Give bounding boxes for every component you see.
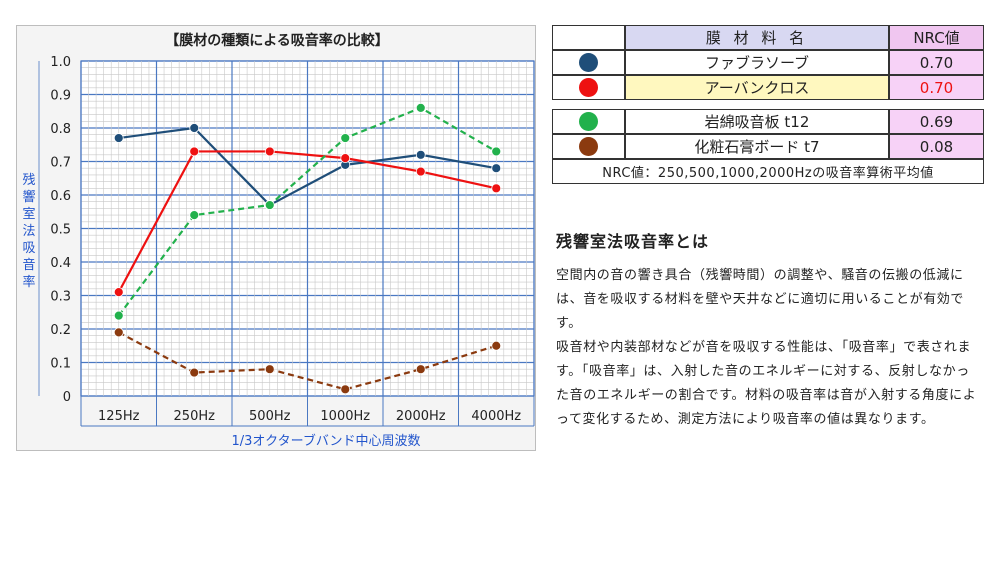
header-nrc: NRC値 (889, 25, 984, 50)
x-tick-label: 125Hz (98, 409, 140, 424)
series-line (118, 331, 497, 391)
y-axis-label-char: 率 (22, 274, 35, 290)
x-tick-labels: 125Hz 250Hz 500Hz 1000Hz 2000Hz 4000Hz (98, 409, 521, 424)
section-title: 残響室法吸音率とは (556, 232, 710, 251)
chart-panel: 【膜材の種類による吸音率の比較】 残響室法吸音率 1.0 0.9 0.8 0.7 0.6… (16, 25, 536, 451)
x-axis-label: 1/3オクターブバンド中心周波数 (231, 433, 420, 449)
y-tick-label: 0 (63, 390, 71, 405)
data-point (189, 146, 200, 157)
y-tick-label: 0.1 (50, 357, 71, 372)
legend-marker-cell (552, 134, 625, 159)
nrc-table: 膜 材 料 名 NRC値 ファブラソーブ 0.70 アーバンクロス 0.70 岩綿吸音… (552, 25, 984, 184)
table-group-a: ファブラソーブ 0.70 アーバンクロス 0.70 (552, 50, 984, 100)
series-layer (113, 103, 502, 395)
legend-marker-cell (552, 75, 625, 100)
y-tick-label: 0.4 (50, 256, 71, 271)
data-point (340, 133, 351, 143)
legend-marker-cell (552, 50, 625, 75)
data-point (415, 149, 426, 160)
data-point (113, 133, 124, 143)
y-axis-label-char: 響 (22, 189, 35, 205)
table-header-row: 膜 材 料 名 NRC値 (552, 25, 984, 50)
x-tick-label: 2000Hz (396, 409, 446, 424)
data-point (415, 364, 426, 375)
data-point (491, 163, 502, 174)
series-2 (113, 103, 502, 321)
table-row: 岩綿吸音板 t12 0.69 (552, 109, 984, 134)
legend-dot-icon (579, 137, 598, 156)
y-tick-label: 0.7 (50, 156, 71, 171)
y-tick-label: 0.9 (50, 89, 71, 104)
material-name: 化粧石膏ボード t7 (625, 134, 889, 159)
table-group-b: 岩綿吸音板 t12 0.69 化粧石膏ボード t7 0.08 (552, 109, 984, 159)
legend-dot-icon (579, 112, 598, 131)
data-point (113, 310, 124, 321)
legend-dot-icon (579, 78, 598, 97)
nrc-value: 0.70 (889, 50, 984, 75)
y-tick-label: 0.2 (50, 323, 71, 338)
data-point (264, 200, 275, 210)
table-row: 化粧石膏ボード t7 0.08 (552, 134, 984, 159)
series-1 (113, 146, 502, 298)
data-point (415, 166, 426, 177)
nrc-value: 0.08 (889, 134, 984, 159)
data-point (415, 103, 426, 113)
x-tick-label: 500Hz (249, 409, 291, 424)
y-tick-label: 0.3 (50, 290, 71, 305)
y-tick-labels: 1.0 0.9 0.8 0.7 0.6 0.5 0.4 0.3 0.2 0.1 0 (50, 55, 71, 405)
y-axis-label-char: 吸 (22, 241, 35, 256)
data-point (189, 367, 200, 378)
data-point (264, 146, 275, 157)
y-tick-label: 0.6 (50, 189, 71, 204)
grid-layer (38, 60, 535, 427)
nrc-note: NRC値：250,500,1000,2000Hzの吸音率算術平均値 (552, 159, 984, 184)
x-tick-label: 4000Hz (471, 409, 521, 424)
series-3 (113, 327, 502, 395)
text-section: 残響室法吸音率とは 空間内の音の響き具合（残響時間）の調整や、騒音の伝搬の低減に… (556, 228, 978, 432)
data-point (491, 146, 502, 157)
table-row: ファブラソーブ 0.70 (552, 50, 984, 75)
header-blank-cell (552, 25, 625, 50)
y-axis-label-char: 法 (22, 224, 35, 239)
y-axis-label: 残響室法吸音率 (22, 173, 35, 290)
y-axis-label-char: 室 (22, 206, 35, 222)
absorption-chart: 【膜材の種類による吸音率の比較】 残響室法吸音率 1.0 0.9 0.8 0.7 0.6… (22, 32, 535, 449)
legend-dot-icon (579, 53, 598, 72)
data-point (113, 327, 124, 338)
table-row: アーバンクロス 0.70 (552, 75, 984, 100)
y-axis-label-char: 音 (22, 257, 35, 273)
x-tick-label: 1000Hz (320, 409, 370, 424)
data-point (113, 287, 124, 298)
data-point (491, 340, 502, 351)
y-tick-label: 0.8 (50, 122, 71, 137)
nrc-value: 0.70 (889, 75, 984, 100)
data-point (340, 153, 351, 164)
material-name: ファブラソーブ (625, 50, 889, 75)
x-tick-label: 250Hz (174, 409, 216, 424)
data-point (264, 364, 275, 375)
data-point (189, 210, 200, 221)
y-tick-label: 0.5 (50, 223, 71, 238)
data-point (491, 183, 502, 194)
chart-title: 【膜材の種類による吸音率の比較】 (165, 32, 389, 49)
material-name: アーバンクロス (625, 75, 889, 100)
series-line (117, 106, 497, 317)
header-material-name: 膜 材 料 名 (625, 25, 889, 50)
data-point (189, 123, 200, 133)
y-tick-label: 1.0 (50, 55, 71, 70)
series-line (117, 150, 497, 293)
nrc-value: 0.69 (889, 109, 984, 134)
series-line (118, 126, 497, 207)
section-paragraph-2: 吸音材や内装部材などが音を吸収する性能は、「吸音率」で表されます。「吸音率」は、… (556, 340, 977, 427)
data-point (340, 384, 351, 395)
y-axis-label-char: 残 (22, 173, 35, 188)
section-paragraph-1: 空間内の音の響き具合（残響時間）の調整や、騒音の伝搬の低減には、音を吸収する材料… (556, 268, 965, 331)
material-name: 岩綿吸音板 t12 (625, 109, 889, 134)
legend-marker-cell (552, 109, 625, 134)
